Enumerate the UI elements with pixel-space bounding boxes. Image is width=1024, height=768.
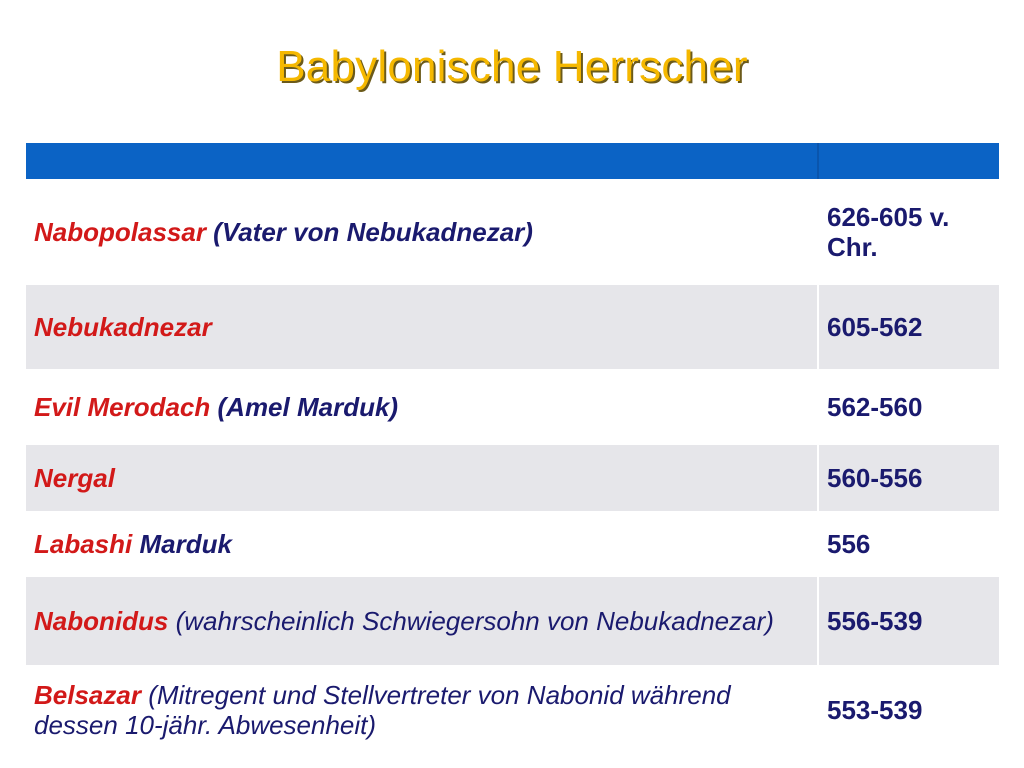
ruler-note: Marduk [132,529,232,559]
table-row: Labashi Marduk 556 [26,511,999,577]
ruler-years: 562-560 [818,369,999,445]
table-row: Evil Merodach (Amel Marduk) 562-560 [26,369,999,445]
ruler-name-cell: Nabopolassar (Vater von Nebukadnezar) [26,179,819,285]
ruler-name-cell: Evil Merodach (Amel Marduk) [26,369,819,445]
ruler-name: Labashi [34,529,133,559]
ruler-note: (wahrscheinlich Schwiegersohn von Nebuka… [168,606,774,636]
ruler-years: 560-556 [818,445,999,511]
ruler-note: (Mitregent und Stellvertreter von Naboni… [34,680,731,740]
header-cell-name [26,143,819,179]
ruler-years: 556-539 [818,577,999,665]
ruler-years: 556 [818,511,999,577]
ruler-name-cell: Labashi Marduk [26,511,819,577]
ruler-years: 605-562 [818,285,999,369]
table-row: Nabopolassar (Vater von Nebukadnezar) 62… [26,179,999,285]
ruler-name: Nebukadnezar [34,312,212,342]
ruler-name: Nergal [34,463,115,493]
header-cell-years [818,143,999,179]
rulers-table: Nabopolassar (Vater von Nebukadnezar) 62… [26,143,999,755]
ruler-name: Nabonidus [34,606,169,636]
ruler-name-cell: Nebukadnezar [26,285,819,369]
slide-title: Babylonische Herrscher [276,42,748,91]
ruler-name: Belsazar [34,680,141,710]
table-row: Nebukadnezar 605-562 [26,285,999,369]
ruler-name-cell: Nabonidus (wahrscheinlich Schwiegersohn … [26,577,819,665]
table-row: Nabonidus (wahrscheinlich Schwiegersohn … [26,577,999,665]
ruler-note: (Amel Marduk) [210,392,399,422]
table-row: Belsazar (Mitregent und Stellvertreter v… [26,665,999,755]
ruler-name: Evil Merodach [34,392,211,422]
table-header-row [26,143,999,179]
ruler-note: (Vater von Nebukadnezar) [205,217,533,247]
ruler-name-cell: Belsazar (Mitregent und Stellvertreter v… [26,665,819,755]
ruler-years: 626-605 v. Chr. [818,179,999,285]
table-row: Nergal 560-556 [26,445,999,511]
ruler-years: 553-539 [818,665,999,755]
ruler-name-cell: Nergal [26,445,819,511]
ruler-name: Nabopolassar [34,217,206,247]
